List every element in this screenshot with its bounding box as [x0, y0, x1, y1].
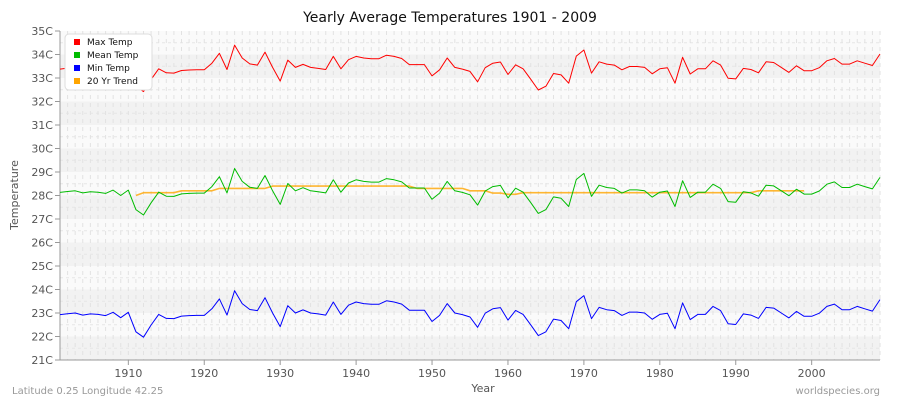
20-yr-trend-line — [135, 185, 805, 197]
y-tick-label: 34C — [31, 49, 53, 62]
source-credit[interactable]: worldspecies.org — [796, 386, 880, 397]
y-tick-label: 30C — [31, 143, 53, 156]
legend-label: Min Temp — [87, 64, 130, 74]
min-temp-line — [59, 290, 881, 338]
legend-swatch — [74, 65, 80, 71]
y-tick-label: 35C — [31, 25, 53, 38]
x-tick-label: 1960 — [494, 367, 522, 380]
x-tick-label: 2000 — [798, 367, 826, 380]
y-tick-label: 32C — [31, 96, 53, 109]
legend-label: Mean Temp — [87, 51, 139, 61]
gridlines — [59, 31, 881, 361]
x-axis-ticks: 1910 1920 1930 1940 1950 1960 1970 1980 1990 2000 — [114, 360, 826, 380]
y-axis-ticks: 21C 22C 23C 24C 25C 26C 27C 28C 29C 30C 31C 32C 33C 3… — [31, 25, 60, 367]
x-axis-label: Year — [470, 382, 495, 395]
legend-box — [64, 33, 153, 91]
location-caption: Latitude 0.25 Longitude 42.25 — [12, 386, 163, 397]
y-tick-label: 31C — [31, 119, 53, 132]
y-axis-label: Temperature — [8, 160, 21, 231]
x-tick-label: 1980 — [646, 367, 674, 380]
y-tick-label: 27C — [31, 213, 53, 226]
y-tick-label: 33C — [31, 72, 53, 85]
x-tick-label: 1910 — [114, 367, 142, 380]
y-tick-label: 21C — [31, 354, 53, 367]
x-tick-label: 1970 — [570, 367, 598, 380]
x-tick-label: 1950 — [418, 367, 446, 380]
y-tick-label: 25C — [31, 260, 53, 273]
y-tick-label: 28C — [31, 190, 53, 203]
x-tick-label: 1920 — [190, 367, 218, 380]
x-tick-label: 1990 — [722, 367, 750, 380]
series-lines — [59, 44, 881, 338]
max-temp-line — [59, 44, 881, 93]
legend-swatch — [74, 39, 80, 45]
legend-label: 20 Yr Trend — [87, 77, 138, 87]
y-tick-label: 23C — [31, 307, 53, 320]
x-tick-label: 1940 — [342, 367, 370, 380]
legend-swatch — [74, 52, 80, 58]
y-tick-label: 29C — [31, 166, 53, 179]
mean-temp-line — [59, 168, 881, 216]
legend-swatch — [74, 78, 80, 84]
x-tick-label: 1930 — [266, 367, 294, 380]
chart-title: Yearly Average Temperatures 1901 - 2009 — [302, 10, 597, 26]
y-tick-label: 22C — [31, 331, 53, 344]
legend: Max Temp Mean Temp Min Temp 20 Yr Trend — [64, 33, 153, 91]
y-tick-label: 24C — [31, 284, 53, 297]
y-tick-label: 26C — [31, 237, 53, 250]
legend-label: Max Temp — [87, 38, 133, 48]
